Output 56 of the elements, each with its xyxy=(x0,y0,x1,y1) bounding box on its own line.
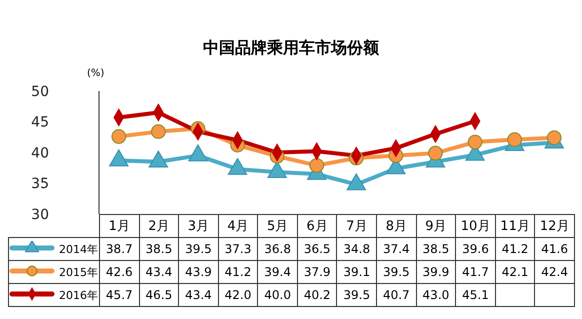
y-tick-label: 45 xyxy=(31,114,49,131)
data-label: 41.7 xyxy=(456,260,496,284)
data-label: 38.7 xyxy=(100,238,140,260)
data-label: 39.4 xyxy=(258,260,298,284)
data-label: 40.7 xyxy=(376,284,416,306)
data-label: 34.8 xyxy=(336,238,377,260)
data-label: 43.0 xyxy=(416,284,456,306)
data-label: 37.3 xyxy=(218,238,258,260)
x-tick-label: 5月 xyxy=(258,214,298,238)
data-label: 43.4 xyxy=(139,260,179,284)
x-tick-label: 1月 xyxy=(100,214,140,238)
data-label: 43.4 xyxy=(178,284,218,306)
data-label: 42.1 xyxy=(495,260,535,284)
data-label: 39.5 xyxy=(178,238,218,260)
data-label: 39.5 xyxy=(336,284,377,306)
data-label: 37.9 xyxy=(297,260,337,284)
y-tick-label: 35 xyxy=(31,176,49,192)
x-tick-label: 11月 xyxy=(495,214,535,238)
data-label: 41.6 xyxy=(534,238,574,260)
data-label: 36.5 xyxy=(297,238,337,260)
y-axis-title: (%) xyxy=(87,68,104,79)
data-label: 45.7 xyxy=(100,284,140,306)
legend-label: 2016年 xyxy=(59,288,98,303)
legend-label: 2014年 xyxy=(59,242,98,257)
data-label: 39.9 xyxy=(416,260,456,284)
data-label: 45.1 xyxy=(456,284,496,306)
data-label: 41.2 xyxy=(495,238,535,260)
data-label: 38.5 xyxy=(139,238,179,260)
data-label: 40.0 xyxy=(258,284,298,306)
x-tick-label: 3月 xyxy=(178,214,218,238)
data-label: 46.5 xyxy=(139,284,179,306)
y-tick-label: 30 xyxy=(31,206,49,223)
x-tick-label: 10月 xyxy=(456,214,496,238)
data-label: 40.2 xyxy=(297,284,337,306)
x-tick-label: 8月 xyxy=(376,214,416,238)
legend-label: 2015年 xyxy=(59,265,98,280)
x-tick-label: 6月 xyxy=(297,214,337,238)
data-label: 39.5 xyxy=(376,260,416,284)
data-label: 38.5 xyxy=(416,238,456,260)
x-tick-label: 4月 xyxy=(218,214,258,238)
data-label: 43.9 xyxy=(178,260,218,284)
data-label: 37.4 xyxy=(376,238,416,260)
x-tick-label: 12月 xyxy=(534,214,574,238)
x-tick-label: 2月 xyxy=(139,214,179,238)
data-label: 42.6 xyxy=(100,260,140,284)
data-label: 41.2 xyxy=(218,260,258,284)
x-tick-label: 9月 xyxy=(416,214,456,238)
data-label: 36.8 xyxy=(258,238,298,260)
y-tick-label: 50 xyxy=(31,84,49,100)
data-label: 39.1 xyxy=(336,260,377,284)
chart-title: 中国品牌乘用车市场份额 xyxy=(202,38,380,59)
data-label: 42.0 xyxy=(218,284,258,306)
data-label: 39.6 xyxy=(456,238,496,260)
y-tick-label: 40 xyxy=(31,145,49,162)
data-label: 42.4 xyxy=(534,260,574,284)
x-tick-label: 7月 xyxy=(336,214,377,238)
